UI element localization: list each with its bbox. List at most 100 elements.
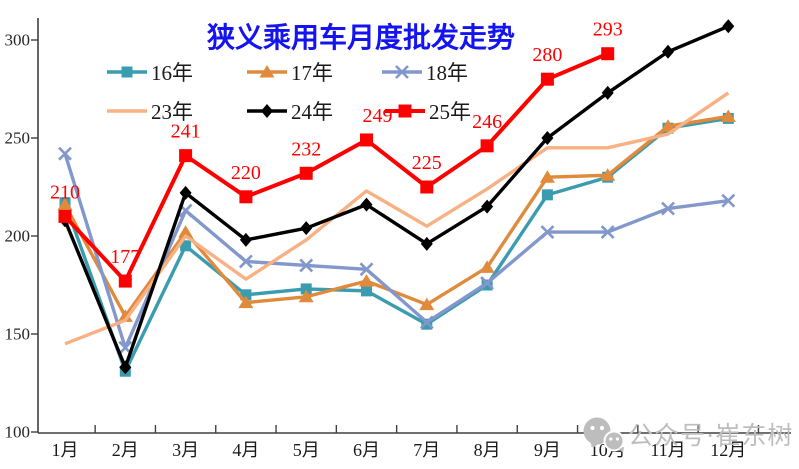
x-axis-label: 1月 (52, 440, 79, 460)
legend-label: 24年 (291, 100, 333, 124)
y-tick-label: 100 (5, 423, 31, 442)
x-axis-label: 3月 (172, 440, 199, 460)
series-marker-17年 (57, 197, 73, 211)
legend-marker (395, 65, 409, 79)
x-axis-label: 8月 (474, 440, 501, 460)
y-tick-label: 150 (5, 325, 31, 344)
series-marker-18年 (480, 276, 495, 290)
series-marker-17年 (539, 170, 555, 183)
series-marker-17年 (238, 295, 254, 309)
legend-marker (261, 104, 273, 118)
series-marker-25年 (540, 72, 554, 86)
series-marker-18年 (540, 225, 555, 239)
wechat-icon (583, 417, 625, 453)
data-label: 241 (171, 121, 201, 143)
x-axis-label: 4月 (232, 440, 259, 460)
legend-marker (398, 104, 412, 118)
series-marker-25年 (58, 209, 72, 223)
series-marker-24年 (420, 236, 433, 251)
watermark-text: 公众号·崔东树 (628, 422, 793, 450)
series-marker-18年 (419, 315, 434, 330)
series-marker-17年 (419, 297, 435, 311)
x-axis-label: 11月 (650, 440, 685, 460)
series-line-17年 (63, 114, 729, 319)
series-marker-18年 (359, 262, 374, 277)
series-marker-24年 (179, 185, 192, 200)
series-marker-16年 (240, 289, 252, 301)
series-marker-25年 (118, 274, 132, 288)
legend-item-18年: 18年 (382, 61, 468, 85)
series-line-23年 (64, 91, 730, 346)
legend-item-23年: 23年 (107, 100, 193, 124)
y-tick-label: 250 (5, 129, 31, 148)
series-marker-24年 (239, 232, 252, 247)
data-label: 177 (110, 246, 140, 268)
series-marker-25年 (299, 166, 313, 180)
data-label: 280 (532, 44, 562, 66)
x-axis-label: 12月 (710, 440, 746, 460)
series-marker-25年 (360, 133, 373, 147)
legend: 16年 17年 18年 23年 24年 25年 (107, 61, 471, 124)
series-line-18年 (63, 153, 729, 350)
series-marker-17年 (720, 109, 736, 122)
series-marker-25年 (179, 149, 193, 163)
x-axis-label: 7月 (413, 440, 440, 460)
series-line-25年 (63, 51, 609, 284)
data-label: 225 (412, 152, 442, 174)
series-marker-16年 (300, 283, 312, 295)
series-marker-17年 (479, 260, 495, 273)
legend-marker (259, 65, 275, 78)
series-marker-24年 (722, 19, 735, 34)
series-marker-24年 (360, 197, 373, 212)
data-labels: 210 177 241 220 232 249 225 246 280 293 (50, 19, 623, 268)
legend-item-25年: 25年 (385, 100, 471, 124)
series-marker-16年 (361, 285, 372, 297)
watermark: 公众号·崔东树 (583, 417, 793, 453)
series-marker-25年 (420, 180, 434, 194)
series-marker-16年 (421, 318, 433, 330)
series-marker-17年 (600, 168, 616, 181)
series-line-24年 (63, 24, 729, 370)
series-marker-16年 (541, 189, 553, 201)
series-marker-18年 (600, 225, 615, 239)
x-axis-label: 5月 (293, 440, 320, 460)
series-marker-24年 (300, 221, 313, 236)
data-label: 210 (50, 181, 80, 203)
series-marker-18年 (299, 258, 314, 273)
series-marker-18年 (661, 201, 675, 216)
series-marker-25年 (480, 139, 494, 153)
series-marker-25年 (601, 47, 615, 61)
legend-item-24年: 24年 (247, 100, 333, 124)
series-marker-17年 (359, 274, 374, 287)
series-marker-17年 (117, 309, 133, 322)
series-marker-18年 (721, 193, 736, 208)
legend-label: 25年 (429, 100, 471, 124)
chart-title: 狭义乘用车月度批发走势 (206, 21, 515, 54)
series-marker-17年 (178, 225, 194, 238)
legend-item-17年: 17年 (247, 61, 333, 85)
legend-label: 17年 (291, 61, 333, 85)
series-marker-24年 (662, 44, 674, 59)
legend-label: 23年 (151, 100, 193, 124)
series-marker-18年 (58, 146, 72, 161)
series-marker-18年 (238, 254, 253, 269)
series-marker-24年 (481, 199, 494, 214)
legend-item-16年: 16年 (107, 61, 193, 85)
series-marker-17年 (298, 289, 314, 303)
series-marker-16年 (180, 240, 192, 252)
data-label: 220 (231, 162, 261, 184)
data-label: 249 (363, 105, 393, 127)
data-label: 293 (593, 19, 623, 41)
legend-marker (121, 66, 133, 78)
x-axis-label: 2月 (112, 440, 139, 460)
series-marker-25年 (239, 190, 253, 204)
x-axis-label: 6月 (353, 440, 380, 460)
series-marker-17年 (660, 119, 676, 132)
legend-label: 18年 (426, 61, 468, 85)
legend-label: 16年 (151, 61, 193, 85)
x-axis-label: 9月 (534, 440, 561, 460)
series-lines (57, 19, 736, 377)
series-marker-24年 (601, 85, 614, 100)
